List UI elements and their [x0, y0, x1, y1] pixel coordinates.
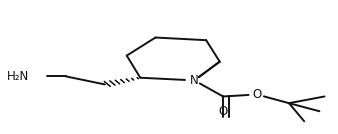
Text: H₂N: H₂N — [7, 70, 29, 83]
Text: N: N — [190, 74, 199, 87]
Text: O: O — [252, 88, 262, 101]
Text: O: O — [218, 105, 228, 118]
